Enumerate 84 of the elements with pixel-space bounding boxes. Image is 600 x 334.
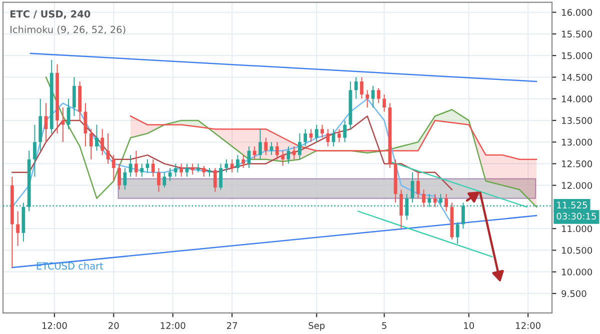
candlestick	[157, 168, 160, 192]
x-tick-label: 12:00	[160, 322, 186, 329]
candlestick	[422, 189, 426, 208]
candlestick	[185, 163, 189, 178]
text: ETC / USD, 240	[10, 10, 90, 19]
y-tick-label: 9.500	[562, 290, 586, 298]
candlestick	[399, 189, 403, 230]
candlestick	[286, 146, 290, 164]
annotation: ETCUSD chart	[36, 262, 104, 270]
candlestick	[219, 163, 222, 190]
candlestick	[100, 128, 104, 156]
candlestick	[106, 132, 110, 164]
candlestick	[456, 222, 460, 244]
candlestick	[371, 85, 375, 108]
candlestick	[444, 194, 448, 212]
candlestick	[224, 158, 228, 173]
candlestick	[236, 154, 240, 173]
candlestick	[376, 88, 380, 104]
candlestick	[66, 98, 70, 130]
candlestick	[202, 165, 206, 178]
candlestick	[258, 128, 262, 160]
candlestick	[382, 94, 386, 112]
y-tick-label: 13.000	[562, 138, 592, 146]
candlestick	[95, 124, 98, 152]
line-series	[12, 115, 453, 190]
candlestick	[366, 90, 370, 108]
x-tick-label: Sep	[308, 322, 325, 331]
y-tick-label: 12.000	[562, 182, 592, 189]
line-series	[45, 76, 538, 208]
candlestick	[16, 210, 20, 246]
candlestick	[304, 128, 308, 147]
candlestick	[416, 172, 420, 199]
candlestick	[410, 172, 414, 204]
x-tick-label: 12:00	[516, 322, 540, 329]
text: Ichimoku (9, 26, 52, 26)	[10, 26, 126, 34]
candlestick	[72, 76, 76, 117]
candlestick	[314, 124, 318, 143]
x-tick-label: 20	[108, 322, 119, 329]
candlestick	[89, 128, 93, 160]
candlestick	[134, 150, 138, 178]
y-tick-label: 15.000	[562, 52, 592, 60]
candlestick	[264, 137, 268, 156]
candlestick	[112, 154, 116, 182]
candlestick	[123, 168, 127, 190]
y-tick-label: 14.500	[562, 74, 592, 81]
y-tick-label: 12.500	[562, 160, 592, 168]
x-tick-label: 10	[464, 322, 474, 329]
candlestick	[190, 163, 194, 176]
candlestick	[354, 76, 358, 100]
y-tick-label: 15.500	[562, 30, 592, 38]
candlestick	[174, 163, 178, 178]
text: 03:30:15	[556, 212, 596, 220]
y-tick-label: 11.000	[562, 225, 592, 232]
candlestick	[326, 128, 330, 147]
y-tick-label: 16.000	[562, 9, 592, 16]
candlestick	[33, 124, 36, 178]
candlestick	[213, 168, 217, 192]
candlestick	[281, 150, 284, 166]
candlestick	[118, 163, 121, 190]
candlestick	[151, 158, 155, 178]
x-tick-label: 12:00	[42, 322, 67, 329]
x-tick-label: 27	[226, 322, 238, 329]
candlestick	[230, 158, 234, 173]
candlestick	[360, 76, 364, 100]
candlestick	[343, 120, 346, 143]
y-tick-label: 14.000	[562, 96, 592, 102]
candlestick	[146, 158, 150, 173]
y-tick-label: 13.500	[562, 117, 592, 124]
x-tick-label: 5	[382, 322, 386, 329]
candlestick	[252, 146, 256, 160]
candlestick	[140, 163, 144, 178]
y-tick-label: 10.500	[562, 246, 592, 254]
candlestick	[61, 106, 65, 143]
candlestick	[292, 146, 296, 160]
candlestick	[242, 154, 246, 169]
y-tick-label: 10.000	[562, 268, 592, 276]
candlestick	[298, 132, 302, 160]
candlestick	[162, 172, 166, 188]
ref-line-label: 11.525	[557, 202, 587, 209]
candlestick	[320, 124, 324, 138]
candlestick	[275, 142, 279, 160]
candlestick	[180, 163, 183, 178]
candlestick	[128, 154, 132, 178]
candlestick	[337, 128, 341, 143]
